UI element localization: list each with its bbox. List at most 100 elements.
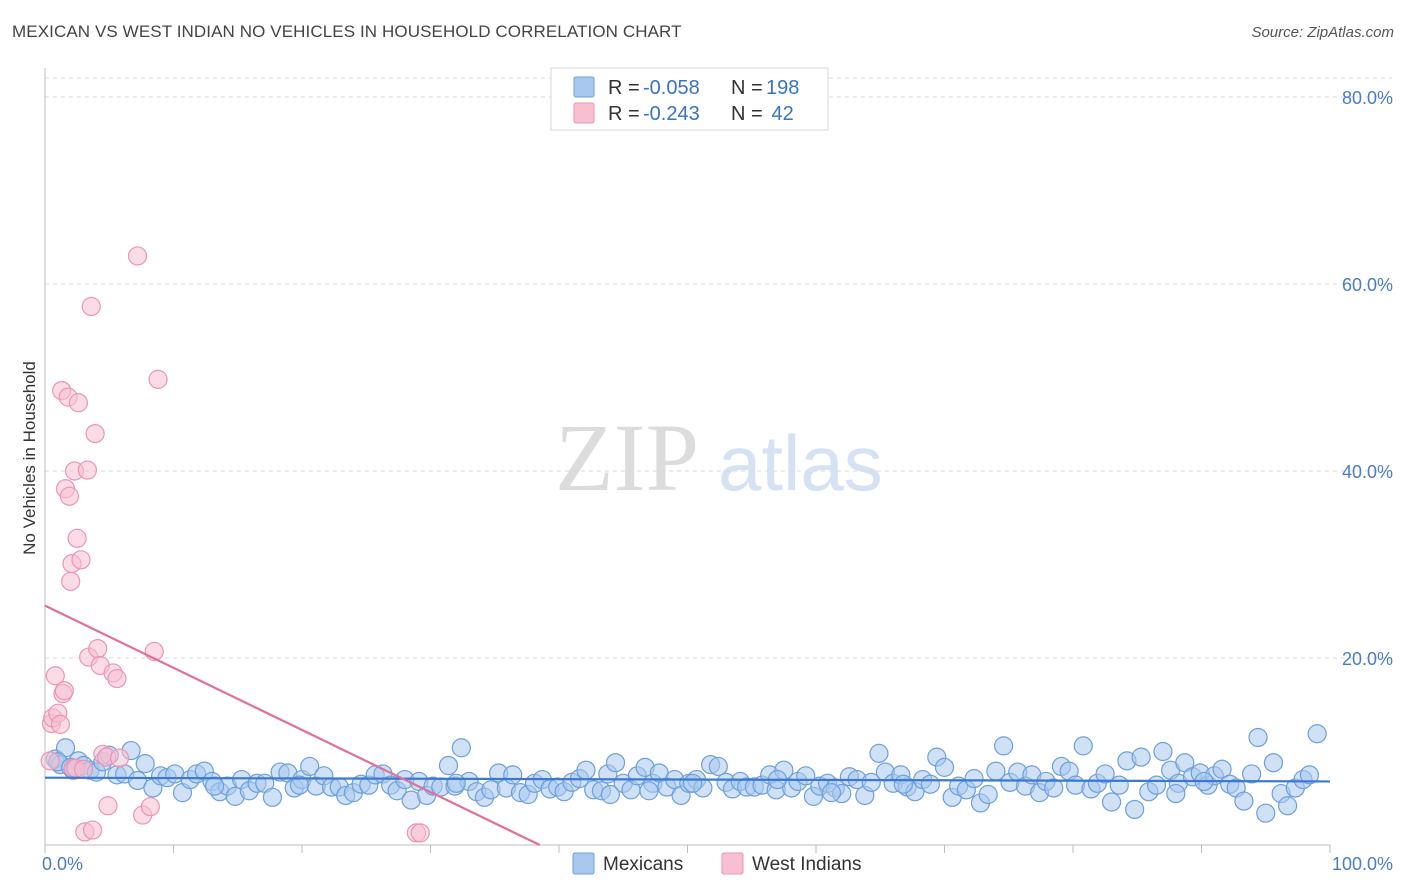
mexicans-point-13: [127, 770, 148, 791]
mexicans-point-161: [1212, 759, 1232, 779]
west-indians-trend-line: [44, 604, 541, 846]
mexicans-point-183: [1166, 783, 1186, 804]
mexicans-point-180: [893, 774, 913, 794]
mexicans-point-74: [576, 760, 596, 780]
mexicans-point-170: [1277, 796, 1298, 816]
mexicans-point-127: [964, 769, 984, 789]
west-indians-point-39: [148, 369, 168, 389]
mexicans-point-92: [708, 756, 728, 777]
mexicans-point-166: [1248, 727, 1268, 748]
west-indians-point-19: [71, 550, 91, 570]
mexicans-point-123: [934, 757, 955, 777]
top-legend-swatch-west-indians: [573, 102, 595, 124]
bottom-legend-swatch-mexicans: [572, 852, 595, 875]
top-legend-r-label-mexicans: R =: [608, 77, 640, 99]
west-indians-point-3: [45, 666, 65, 686]
mexicans-point-187: [821, 783, 842, 803]
mexicans-trend-line: [44, 776, 1331, 783]
mexicans-point-14: [135, 754, 155, 774]
west-indians-point-31: [98, 796, 118, 816]
west-indians-point-37: [140, 797, 160, 817]
west-indians-point-27: [88, 639, 108, 659]
west-indians-point-5: [50, 714, 71, 734]
source-attribution: Source: ZipAtlas.com: [1251, 24, 1394, 41]
mexicans-point-167: [1256, 803, 1276, 823]
west-indians-point-12: [61, 571, 81, 591]
y-axis-label: No Vehicles in Household: [20, 361, 39, 555]
top-legend-box: [550, 67, 829, 131]
watermark-zip: ZIP: [555, 404, 699, 511]
west-indians-point-25: [82, 820, 103, 840]
mexicans-point-31: [262, 787, 283, 807]
mexicans-point-178: [600, 784, 621, 805]
bottom-legend-label-mexicans: Mexicans: [603, 854, 683, 875]
y-tick-labels: 20.0% 40.0% 60.0% 80.0%: [1342, 88, 1393, 669]
west-indians-point-41: [410, 823, 430, 843]
top-legend-n-value-west-indians: 42: [766, 103, 794, 125]
west-indians-point-35: [127, 246, 148, 266]
mexicans-point-114: [869, 743, 889, 763]
top-legend-r-value-mexicans: -0.058: [643, 77, 700, 99]
x-tick-label-end: 100.0%: [1332, 854, 1393, 874]
chart-title: MEXICAN VS WEST INDIAN NO VEHICLES IN HO…: [12, 22, 682, 41]
west-indians-point-11: [59, 486, 80, 506]
west-indians-point-33: [107, 668, 127, 689]
west-indians-points: [40, 246, 430, 843]
y-tick-label-1: 40.0%: [1342, 462, 1393, 482]
mexicans-point-173: [1299, 765, 1320, 785]
watermark-atlas: atlas: [718, 419, 883, 507]
mexicans-point-177: [289, 775, 310, 795]
top-legend: R = -0.058 N = 198 R = -0.243 N = 42: [550, 67, 829, 131]
mexicans-point-147: [1109, 775, 1129, 795]
mexicans-points: [45, 724, 1327, 823]
x-tick-label-start: 0.0%: [42, 854, 83, 874]
bottom-legend: Mexicans West Indians: [572, 852, 861, 875]
mexicans-point-165: [1242, 764, 1262, 784]
mexicans-point-152: [1146, 775, 1167, 795]
top-legend-r-label-west-indians: R =: [608, 103, 640, 125]
bottom-legend-swatch-west-indians: [721, 852, 744, 875]
mexicans-point-36: [300, 756, 320, 777]
west-indians-point-18: [68, 393, 89, 413]
top-legend-n-label-mexicans: N =: [731, 77, 763, 99]
y-tick-label-0: 20.0%: [1342, 649, 1393, 669]
mexicans-point-149: [1125, 799, 1145, 820]
trend-lines: [44, 604, 1331, 846]
mexicans-point-64: [503, 765, 523, 785]
mexicans-point-57: [451, 738, 471, 758]
west-indians-point-24: [81, 296, 101, 317]
west-indians-point-20: [73, 759, 94, 779]
mexicans-point-142: [1073, 736, 1093, 756]
mexicans-point-129: [978, 784, 998, 805]
mexicans-point-164: [1234, 791, 1254, 811]
y-tick-label-3: 80.0%: [1342, 88, 1393, 108]
top-legend-swatch-mexicans: [573, 76, 595, 98]
grid-lines: [45, 77, 1392, 659]
west-indians-point-26: [85, 424, 105, 444]
x-tick-labels: 0.0% 100.0%: [42, 854, 1393, 874]
west-indians-point-0: [40, 751, 60, 771]
mexicans-point-184: [446, 773, 466, 793]
mexicans-point-145: [1095, 764, 1115, 784]
mexicans-point-55: [438, 755, 459, 776]
mexicans-point-78: [605, 753, 626, 773]
top-legend-n-label-west-indians: N =: [731, 103, 763, 125]
mexicans-point-121: [920, 774, 940, 794]
mexicans-point-146: [1101, 792, 1122, 812]
mexicans-point-131: [994, 736, 1014, 756]
y-tick-label-2: 60.0%: [1342, 275, 1393, 295]
mexicans-point-168: [1263, 753, 1284, 773]
bottom-legend-label-west-indians: West Indians: [752, 854, 861, 875]
west-indians-point-34: [109, 748, 130, 768]
top-legend-n-value-mexicans: 198: [766, 77, 799, 99]
mexicans-point-186: [205, 776, 225, 796]
mexicans-point-153: [1153, 741, 1173, 762]
mexicans-point-185: [683, 773, 703, 793]
top-legend-r-value-west-indians: -0.243: [643, 103, 700, 125]
mexicans-point-182: [639, 781, 659, 801]
west-indians-point-8: [54, 681, 74, 701]
mexicans-point-174: [1307, 724, 1327, 744]
mexicans-point-113: [861, 772, 881, 792]
west-indians-point-17: [67, 528, 87, 548]
